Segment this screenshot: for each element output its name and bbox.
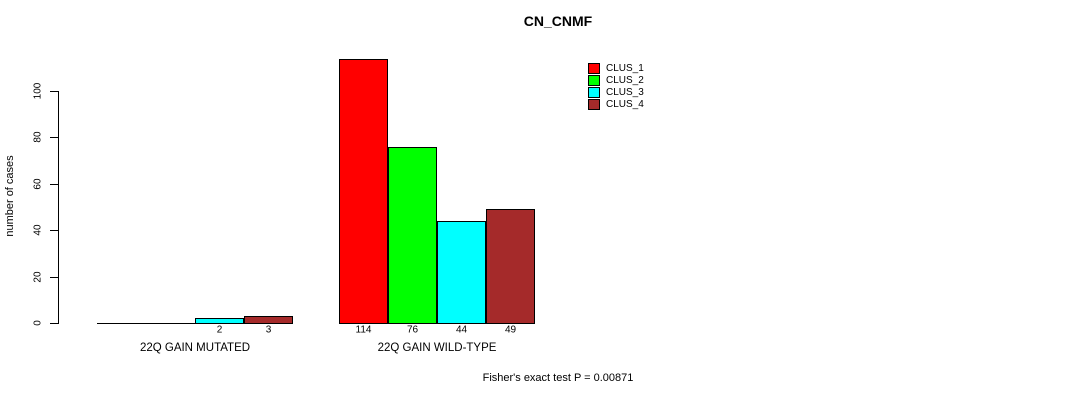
y-axis-tick (50, 230, 58, 232)
legend-swatch-icon (588, 99, 600, 110)
legend-item: CLUS_1 (588, 63, 644, 74)
legend-swatch-icon (588, 63, 600, 74)
legend-label: CLUS_1 (606, 63, 644, 74)
y-axis-tick (50, 91, 58, 92)
legend-item: CLUS_4 (588, 99, 644, 110)
legend-item: CLUS_2 (588, 75, 644, 86)
y-axis-tick (50, 183, 58, 185)
legend-label: CLUS_2 (606, 75, 644, 86)
bar-value-label: 44 (455, 324, 468, 336)
bar-clus_4-2 (486, 209, 535, 324)
legend-swatch-icon (588, 87, 600, 98)
y-axis-tick (50, 137, 58, 139)
legend-item: CLUS_3 (588, 87, 644, 98)
bar-value-label: 76 (406, 324, 419, 336)
bar-clus_1-2 (339, 59, 388, 324)
y-axis-tick-label: 100 (32, 82, 44, 100)
bar-value-label: 114 (355, 324, 372, 336)
bar-value-label: 2 (216, 324, 223, 336)
legend-label: CLUS_4 (606, 99, 644, 110)
x-group-label: 22Q GAIN WILD-TYPE (377, 342, 497, 354)
y-axis-tick-label: 80 (32, 131, 44, 143)
y-axis-tick-label: 20 (32, 271, 44, 283)
bar-value-label: 3 (265, 324, 272, 336)
y-axis-tick-label: 60 (32, 178, 44, 190)
caption: Fisher's exact test P = 0.00871 (482, 372, 634, 384)
y-axis-tick (50, 276, 58, 278)
chart-title: CN_CNMF (523, 13, 593, 29)
bar-clus_3-1 (195, 318, 244, 324)
bar-value-label: 49 (504, 324, 517, 336)
y-axis-tick (50, 323, 58, 324)
y-axis-tick-label: 0 (32, 320, 44, 326)
legend: CLUS_1 CLUS_2 CLUS_3 CLUS_4 (588, 63, 644, 111)
legend-swatch-icon (588, 75, 600, 86)
bar-clus_3-2 (437, 221, 486, 324)
bar-clus_2-2 (388, 147, 437, 324)
x-group-label: 22Q GAIN MUTATED (139, 342, 251, 354)
bar-clus_4-1 (244, 316, 293, 324)
y-axis-tick-label: 40 (32, 224, 44, 236)
legend-label: CLUS_3 (606, 87, 644, 98)
y-axis-line (58, 91, 59, 324)
